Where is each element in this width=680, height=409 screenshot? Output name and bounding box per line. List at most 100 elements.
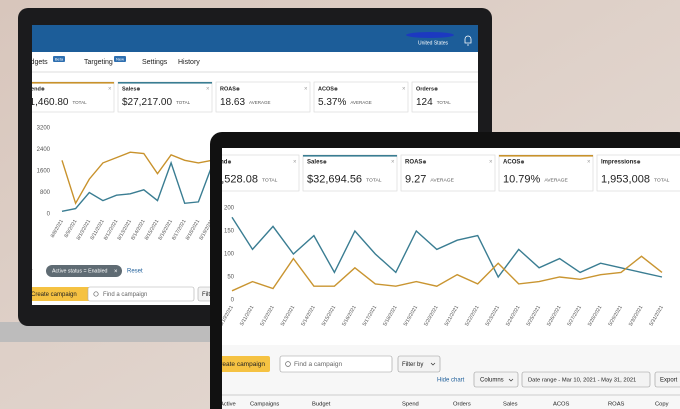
y-tick-label: 0 (231, 298, 235, 304)
info-icon (136, 87, 140, 91)
search-icon (93, 291, 99, 297)
metric-value: 5.37% (318, 97, 346, 108)
filter-text: Filter by (402, 362, 423, 368)
y-tick-label: 50 (227, 275, 234, 281)
info-icon (236, 87, 240, 91)
date-text: Date range - Mar 10, 2021 - May 31, 2021 (528, 377, 636, 383)
metric-label: ACOS (318, 86, 334, 92)
metric-unit: TOTAL (366, 178, 382, 184)
metric-value: 124 (416, 97, 433, 108)
metric-value: $27,217.00 (122, 97, 172, 108)
chip-close: × (114, 269, 118, 275)
metric-label: Impressions (601, 160, 637, 166)
create-button[interactable] (196, 356, 270, 372)
column-header[interactable]: Orders (453, 402, 471, 408)
column-header[interactable]: Copy (655, 402, 669, 408)
card-accent (118, 82, 212, 84)
close-icon: × (587, 160, 591, 166)
metric-card[interactable] (498, 154, 594, 192)
y-tick-label: 800 (40, 190, 51, 196)
column-header[interactable]: Spend (402, 402, 419, 408)
metric-unit: TOTAL (73, 100, 88, 105)
column-header[interactable]: Budget (312, 402, 331, 408)
column-header[interactable]: ROAS (608, 402, 625, 408)
chevron (430, 362, 436, 366)
y-tick-label: 3200 (37, 126, 51, 132)
line-series (231, 255, 663, 292)
metric-label: Spend (24, 86, 41, 92)
metric-card[interactable] (313, 81, 409, 113)
tab-label[interactable]: Settings (142, 59, 168, 66)
tab-label[interactable]: History (178, 59, 200, 66)
create-text: Create campaign (216, 361, 266, 368)
metric-label: ACOS (503, 160, 520, 166)
info-icon (323, 160, 327, 164)
tab-label[interactable]: Budgets (22, 59, 48, 66)
hide-chart[interactable]: Hide chart (437, 378, 465, 384)
country: United States (418, 40, 449, 46)
info-icon (434, 87, 438, 91)
metric-card[interactable] (215, 81, 311, 113)
metric-label: Spend (209, 160, 228, 166)
metric-value: 1,953,008 (601, 173, 650, 185)
search-text: Find a campaign (103, 292, 147, 298)
metric-unit: AVERAGE (544, 178, 568, 184)
info-icon (41, 87, 45, 91)
badge (114, 56, 126, 62)
metric-label: ROAS (220, 86, 236, 92)
line-series (61, 151, 213, 206)
metric-card[interactable] (400, 154, 496, 192)
column-header[interactable]: Sales (503, 402, 518, 408)
y-tick-label: 1600 (37, 169, 51, 175)
metric-unit: TOTAL (262, 178, 278, 184)
tab-label[interactable]: Targeting (84, 59, 113, 66)
columns-text: Columns (480, 377, 504, 383)
metric-card[interactable] (411, 81, 506, 113)
search-text: Find a campaign (294, 361, 342, 368)
line-series (231, 216, 663, 279)
column-header[interactable]: Active (220, 402, 236, 408)
metric-unit: AVERAGE (249, 100, 270, 105)
y-tick-label: 150 (224, 229, 235, 235)
close-icon: × (402, 87, 406, 93)
export-button[interactable] (654, 371, 680, 388)
line-series (61, 160, 213, 212)
metric-value: $32,694.56 (307, 173, 362, 185)
metric-card[interactable] (205, 154, 300, 192)
close-icon: × (304, 87, 308, 93)
filter-button[interactable] (397, 355, 441, 373)
y-tick-label: 200 (224, 206, 235, 212)
create-text: Create campaign (31, 292, 77, 298)
card-accent (32, 82, 114, 84)
column-header[interactable]: Campaigns (250, 402, 279, 408)
laptop-base (0, 322, 230, 342)
bell-icon (464, 35, 472, 46)
metric-value: 10.79% (503, 173, 541, 185)
header-bar (32, 25, 478, 52)
info-icon (422, 160, 427, 164)
metric-unit: TOTAL (437, 100, 452, 105)
columns-button[interactable] (473, 371, 519, 388)
search-box[interactable] (87, 286, 195, 302)
date-button[interactable] (521, 371, 651, 388)
chevron (508, 378, 514, 382)
account-name (406, 32, 454, 38)
metric-card[interactable] (20, 81, 115, 113)
close-icon: × (391, 160, 395, 166)
metric-card[interactable] (117, 81, 213, 113)
reset-link[interactable]: Reset (127, 269, 143, 275)
metric-value: $1,460.80 (24, 97, 69, 108)
filter-chip[interactable] (46, 265, 122, 277)
search-box[interactable] (279, 355, 393, 373)
close-icon: × (206, 87, 210, 93)
close-icon: × (489, 160, 493, 166)
metric-value: $1,528.08 (209, 173, 258, 185)
badge (53, 56, 65, 62)
info-icon (227, 160, 232, 164)
info-icon (520, 160, 525, 164)
metric-label: ROAS (405, 160, 422, 166)
metric-card[interactable] (302, 154, 398, 192)
column-header[interactable]: ACOS (553, 402, 570, 408)
card-accent (499, 155, 593, 157)
